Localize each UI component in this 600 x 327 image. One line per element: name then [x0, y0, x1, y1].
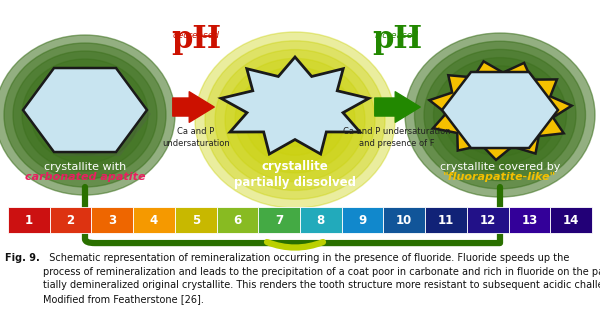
Bar	[217, 207, 258, 233]
Ellipse shape	[462, 82, 538, 148]
Bar	[8, 207, 50, 233]
Ellipse shape	[4, 43, 166, 187]
Text: 3: 3	[108, 214, 116, 227]
Ellipse shape	[491, 107, 509, 123]
Ellipse shape	[22, 59, 148, 171]
Text: 10: 10	[396, 214, 412, 227]
Bar	[175, 207, 217, 233]
Bar	[50, 207, 91, 233]
Polygon shape	[221, 57, 369, 154]
Ellipse shape	[235, 67, 355, 173]
Bar	[550, 207, 592, 233]
Ellipse shape	[49, 83, 121, 147]
Text: Ca and P undersaturation
and presence of F: Ca and P undersaturation and presence of…	[343, 127, 451, 148]
Ellipse shape	[443, 66, 557, 164]
Ellipse shape	[452, 74, 548, 156]
Text: 8: 8	[317, 214, 325, 227]
FancyArrowPatch shape	[173, 92, 214, 122]
Text: 14: 14	[563, 214, 580, 227]
Ellipse shape	[285, 111, 305, 129]
Bar	[342, 207, 383, 233]
Text: carbonated apatite: carbonated apatite	[25, 172, 145, 182]
Ellipse shape	[76, 107, 94, 123]
Text: 9: 9	[358, 214, 367, 227]
Ellipse shape	[433, 58, 566, 172]
Polygon shape	[430, 61, 572, 160]
Bar	[300, 207, 342, 233]
Ellipse shape	[472, 91, 529, 140]
Ellipse shape	[40, 75, 130, 155]
Text: 7: 7	[275, 214, 283, 227]
Text: decreased: decreased	[173, 31, 220, 40]
Ellipse shape	[215, 50, 375, 190]
Ellipse shape	[265, 94, 325, 146]
Bar	[133, 207, 175, 233]
Text: increased: increased	[375, 31, 419, 40]
Ellipse shape	[205, 41, 385, 199]
Polygon shape	[23, 68, 147, 152]
Ellipse shape	[58, 91, 112, 139]
Text: 13: 13	[521, 214, 538, 227]
Polygon shape	[27, 72, 151, 156]
Ellipse shape	[31, 67, 139, 163]
Polygon shape	[442, 72, 558, 148]
Ellipse shape	[195, 32, 395, 208]
Text: pH: pH	[372, 24, 422, 55]
Ellipse shape	[255, 85, 335, 155]
Ellipse shape	[481, 99, 519, 131]
Text: crystallite with: crystallite with	[44, 162, 126, 172]
Text: "fluorapatite-like": "fluorapatite-like"	[443, 172, 557, 182]
Bar	[383, 207, 425, 233]
Bar	[425, 207, 467, 233]
FancyArrowPatch shape	[375, 92, 420, 122]
Text: Fig. 9.: Fig. 9.	[5, 253, 40, 263]
Text: 6: 6	[233, 214, 242, 227]
Text: 1: 1	[25, 214, 33, 227]
Ellipse shape	[67, 99, 103, 131]
Ellipse shape	[415, 41, 586, 189]
Ellipse shape	[275, 102, 315, 138]
Text: 11: 11	[438, 214, 454, 227]
Text: 2: 2	[67, 214, 74, 227]
Text: crystallite
partially dissolved: crystallite partially dissolved	[234, 160, 356, 189]
Ellipse shape	[245, 76, 345, 164]
Text: 12: 12	[479, 214, 496, 227]
Bar	[467, 207, 509, 233]
Text: Schematic representation of remineralization occurring in the presence of fluori: Schematic representation of remineraliza…	[43, 253, 600, 304]
Bar	[258, 207, 300, 233]
Bar	[91, 207, 133, 233]
Bar	[509, 207, 550, 233]
Text: Ca and P
undersaturation: Ca and P undersaturation	[162, 127, 230, 148]
Ellipse shape	[405, 33, 595, 197]
Ellipse shape	[13, 51, 157, 179]
Ellipse shape	[0, 35, 175, 195]
Ellipse shape	[424, 49, 576, 181]
Text: 5: 5	[191, 214, 200, 227]
Ellipse shape	[225, 59, 365, 181]
Text: pH: pH	[171, 24, 221, 55]
Text: 4: 4	[150, 214, 158, 227]
Text: crystallite covered by: crystallite covered by	[440, 162, 560, 172]
